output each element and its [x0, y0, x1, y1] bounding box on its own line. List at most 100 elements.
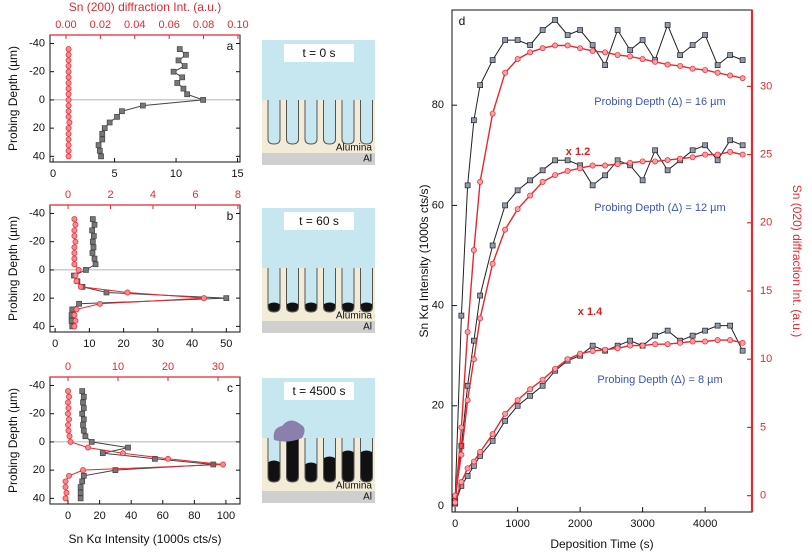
marker	[452, 499, 459, 506]
x2-tick-label: 2	[107, 189, 113, 201]
annotation: Probing Depth (Δ) = 12 µm	[594, 202, 725, 214]
marker	[65, 427, 72, 434]
plot-frame	[49, 34, 241, 163]
marker	[627, 342, 634, 349]
marker	[489, 260, 496, 267]
marker	[65, 153, 72, 160]
marker	[101, 125, 108, 131]
marker	[73, 306, 80, 313]
marker	[99, 136, 106, 143]
marker	[489, 57, 496, 63]
marker	[63, 489, 70, 496]
marker	[470, 458, 477, 465]
y-axis-label: Probing Depth (µm)	[6, 216, 20, 321]
marker	[477, 82, 483, 88]
marker	[220, 461, 226, 468]
marker	[714, 337, 721, 344]
pore	[267, 268, 281, 313]
marker	[80, 393, 87, 400]
marker	[552, 42, 559, 49]
y-tick-label: 20	[33, 122, 45, 134]
marker	[85, 444, 91, 451]
marker	[77, 489, 84, 496]
y2-axis-label: Sn (020) diffraction Int. (a.u.)	[790, 185, 804, 338]
marker	[639, 158, 646, 165]
marker	[702, 327, 708, 334]
alumina-layer	[262, 268, 375, 321]
marker	[502, 410, 509, 417]
marker	[664, 157, 671, 164]
marker	[184, 91, 190, 98]
y-tick-label: 40	[33, 320, 45, 332]
layer-label: Alumina	[336, 143, 373, 154]
marker	[552, 17, 558, 23]
marker	[175, 57, 182, 64]
series-line	[454, 325, 744, 504]
alumina-layer	[262, 100, 375, 153]
marker	[65, 422, 71, 428]
marker	[89, 250, 96, 256]
marker	[477, 178, 484, 185]
marker	[91, 221, 98, 228]
marker	[90, 244, 97, 251]
marker	[65, 136, 72, 143]
marker	[90, 233, 97, 239]
marker	[66, 472, 72, 479]
al-layer	[262, 321, 375, 333]
x-tick-label: 10	[83, 338, 95, 350]
y-tick-label: 40	[33, 492, 45, 504]
x2-tick-label: 30	[212, 361, 224, 373]
marker	[577, 350, 584, 357]
x-tick-label: 40	[186, 338, 198, 350]
x-tick-label: 0	[65, 510, 71, 522]
x2-tick-label: 4	[150, 189, 156, 201]
x-tick-label: 60	[157, 510, 169, 522]
marker	[95, 142, 102, 148]
al-layer	[262, 491, 375, 503]
x2-tick-label: 0.02	[90, 19, 111, 31]
marker	[79, 388, 86, 394]
marker	[65, 74, 72, 81]
x-axis-label: Sn Kα Intensity (1000s cts/s)	[69, 532, 222, 546]
marker	[514, 37, 521, 43]
marker	[714, 322, 721, 329]
y-tick-label: 0	[39, 264, 45, 276]
layer-label: Al	[363, 322, 372, 333]
marker	[71, 255, 78, 262]
marker	[88, 439, 95, 445]
x-tick-label: 5	[112, 168, 118, 180]
pore	[286, 100, 299, 145]
marker	[527, 192, 534, 199]
layer-label: Alumina	[336, 311, 373, 322]
y-tick-label: 40	[432, 299, 444, 311]
marker	[66, 433, 73, 440]
marker	[589, 47, 596, 54]
deposit	[305, 302, 317, 312]
x2-tick-label: 10	[112, 361, 124, 373]
marker	[689, 338, 696, 345]
marker	[489, 431, 496, 438]
marker	[589, 342, 596, 349]
x-tick-label: 0	[50, 168, 56, 180]
marker	[539, 167, 546, 174]
marker	[72, 317, 79, 324]
pore	[360, 100, 373, 145]
marker	[589, 42, 596, 48]
marker	[664, 22, 671, 28]
plot-frame	[451, 9, 753, 513]
marker	[92, 261, 99, 268]
marker	[72, 221, 79, 228]
marker	[689, 332, 696, 339]
y-axis-label: Probing Depth (µm)	[6, 388, 20, 493]
marker	[527, 386, 534, 393]
overgrowth	[273, 420, 305, 442]
y2-tick-label: 5	[760, 421, 766, 433]
marker	[739, 347, 746, 354]
x2-tick-label: 8	[235, 189, 241, 201]
marker	[589, 162, 596, 169]
marker	[112, 467, 119, 473]
panel-label: d	[459, 14, 466, 28]
marker	[527, 42, 533, 48]
marker	[677, 52, 683, 58]
marker	[727, 72, 734, 79]
